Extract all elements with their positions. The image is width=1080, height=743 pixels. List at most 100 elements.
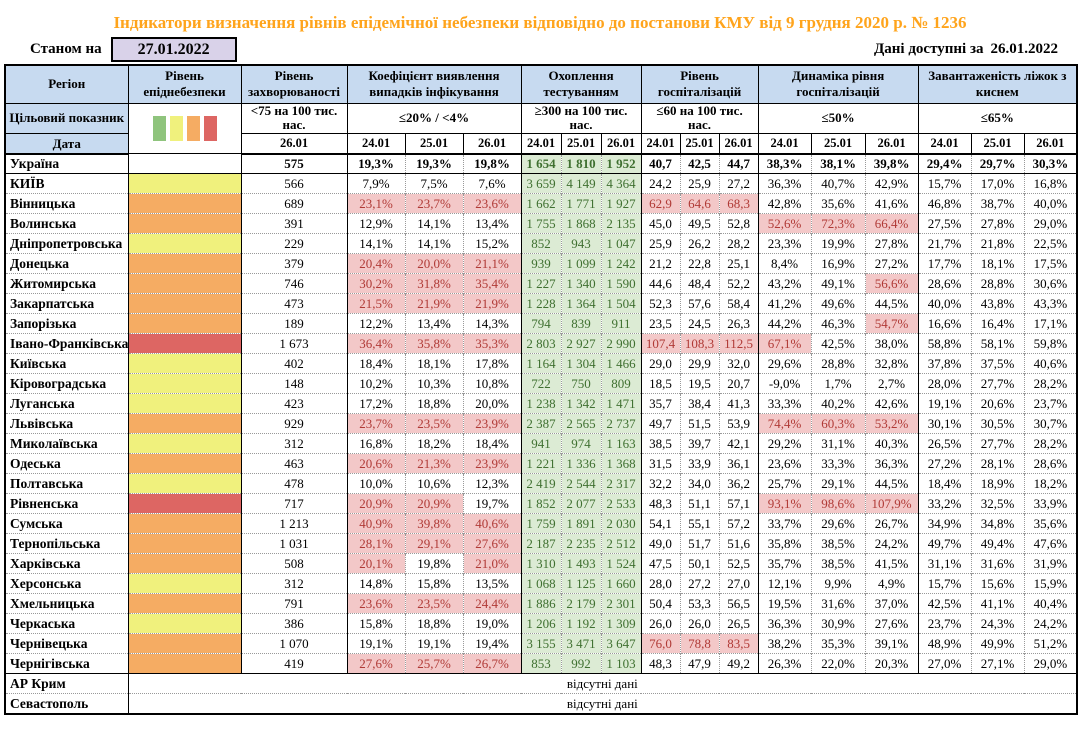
value-cell: 36,2: [718, 473, 759, 494]
target-detection: ≤20% / <4%: [346, 102, 522, 135]
value-cell: 44,2%: [757, 313, 812, 334]
table-row: Луганська 423 17,2% 18,8% 20,0% 1 238 1 342 1 4…: [5, 393, 1078, 414]
value-cell: 2 737: [600, 413, 642, 434]
page-title: Індикатори визначення рівнів епідемічної…: [113, 13, 967, 32]
value-cell: 17,0%: [970, 173, 1025, 194]
value-cell: 14,3%: [462, 313, 522, 334]
as-of-label: Станом на: [30, 41, 102, 57]
value-cell: 47,5: [640, 553, 681, 574]
value-cell: 36,4%: [346, 333, 405, 354]
value-cell: 27,5%: [917, 213, 972, 234]
value-cell: 107,9%: [864, 493, 919, 514]
value-cell: 20,9%: [346, 493, 405, 514]
region-name: Вінницька: [5, 193, 128, 214]
value-cell: 1 221: [520, 453, 562, 474]
value-cell: 21,5%: [346, 293, 405, 314]
date-cell: 26.01: [240, 133, 348, 155]
value-cell: 52,8: [718, 213, 759, 234]
value-cell: 51,7: [679, 533, 720, 554]
value-cell: 108,3: [679, 333, 720, 354]
value-cell: 46,8%: [917, 193, 972, 214]
value-cell: 25,7%: [757, 473, 812, 494]
value-cell: 24,2: [640, 173, 681, 194]
danger-level-cell: [127, 293, 241, 314]
value-cell: 1 304: [560, 353, 602, 374]
value-cell: 41,1%: [970, 593, 1025, 614]
col-header-danger-level: Рівень епіднебезпеки: [127, 64, 242, 104]
value-cell: 1 590: [600, 273, 642, 294]
value-cell: 46,3%: [810, 313, 866, 334]
value-cell: 9,9%: [810, 573, 866, 594]
value-cell: 2 030: [600, 513, 642, 534]
value-cell: 27,0%: [917, 653, 972, 674]
value-cell: 30,1%: [917, 413, 972, 434]
value-cell: 31,9%: [1023, 553, 1078, 574]
value-cell: 28,0%: [917, 373, 972, 394]
danger-level-cell: [127, 553, 241, 574]
value-cell: 27,2%: [864, 253, 919, 274]
value-cell: 28,6%: [917, 273, 972, 294]
value-cell: 2 235: [560, 533, 602, 554]
value-cell: 42,1: [718, 433, 759, 454]
value-cell: 27,2: [679, 573, 720, 594]
value-cell: 23,6%: [757, 453, 812, 474]
value-cell: 40,6%: [1023, 353, 1078, 374]
value-cell: 18,2%: [1023, 473, 1078, 494]
date-cell: 25.01: [679, 133, 720, 155]
value-cell: 20,1%: [346, 553, 405, 574]
value-cell: 32,5%: [970, 493, 1025, 514]
value-cell: 15,8%: [404, 573, 463, 594]
value-cell: 19,3%: [346, 153, 405, 175]
table-row: Закарпатська 473 21,5% 21,9% 21,9% 1 228 1 364…: [5, 293, 1078, 314]
morbidity-cell: 463: [240, 453, 347, 474]
value-cell: 1 047: [600, 233, 642, 254]
danger-level-cell: [127, 393, 241, 414]
value-cell: 22,0%: [810, 653, 866, 674]
value-cell: 23,5%: [404, 593, 463, 614]
value-cell: 1 755: [520, 213, 562, 234]
value-cell: 41,3: [718, 393, 759, 414]
no-data-cell: відсутні дані: [127, 693, 1078, 714]
danger-level-cell: [127, 593, 241, 614]
target-testing: ≥300 на 100 тис. нас.: [520, 102, 642, 135]
col-header-detection: Коефіцієнт виявлення випадків інфікуванн…: [346, 64, 522, 104]
morbidity-cell: 402: [240, 353, 347, 374]
value-cell: 18,4%: [346, 353, 405, 374]
value-cell: 38,7%: [970, 193, 1025, 214]
region-name: АР Крим: [5, 673, 128, 694]
value-cell: 33,2%: [917, 493, 972, 514]
value-cell: 1 310: [520, 553, 562, 574]
value-cell: 1 340: [560, 273, 602, 294]
value-cell: 31,5: [640, 453, 681, 474]
value-cell: 24,4%: [462, 593, 522, 614]
value-cell: 31,8%: [404, 273, 463, 294]
value-cell: 27,6%: [346, 653, 405, 674]
value-cell: 20,6%: [346, 453, 405, 474]
value-cell: 24,2%: [864, 533, 919, 554]
value-cell: 2 544: [560, 473, 602, 494]
table-row: Тернопільська 1 031 28,1% 29,1% 27,6% 2 187 2 …: [5, 533, 1078, 554]
value-cell: 23,1%: [346, 193, 405, 214]
value-cell: 974: [560, 433, 602, 454]
value-cell: 41,5%: [864, 553, 919, 574]
value-cell: 36,3%: [757, 613, 812, 634]
value-cell: 18,5: [640, 373, 681, 394]
value-cell: 49,7%: [917, 533, 972, 554]
value-cell: 2 512: [600, 533, 642, 554]
region-name: Волинська: [5, 213, 128, 234]
value-cell: 4 364: [600, 173, 642, 194]
value-cell: 31,6%: [970, 553, 1025, 574]
value-cell: 31,6%: [810, 593, 866, 614]
value-cell: 1 654: [520, 153, 562, 175]
region-name: Одеська: [5, 453, 128, 474]
morbidity-cell: 419: [240, 653, 347, 674]
value-cell: 23,7%: [404, 193, 463, 214]
value-cell: 44,7: [718, 153, 759, 175]
value-cell: 31,1%: [810, 433, 866, 454]
value-cell: 29,6%: [757, 353, 812, 374]
value-cell: 39,7: [679, 433, 720, 454]
value-cell: 23,7%: [917, 613, 972, 634]
value-cell: 51,1: [679, 493, 720, 514]
value-cell: 24,3%: [970, 613, 1025, 634]
danger-level-cell: [127, 353, 241, 374]
